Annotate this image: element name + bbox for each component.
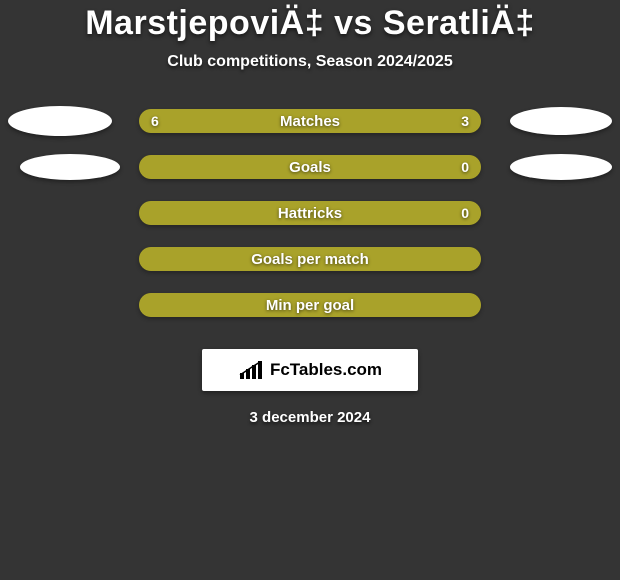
stat-bar-left-fill [139,247,481,271]
stat-row: Matches63 [0,109,620,133]
bar-chart-icon [238,359,264,381]
stat-bar: Matches63 [139,109,481,133]
page-title: MarstjepoviÄ‡ vs SeratliÄ‡ [0,4,620,43]
stat-bar: Goals per match [139,247,481,271]
stat-bar: Goals0 [139,155,481,179]
date-label: 3 december 2024 [0,409,620,426]
fctables-logo[interactable]: FcTables.com [202,349,418,391]
stat-row: Hattricks0 [0,201,620,225]
stat-bar: Hattricks0 [139,201,481,225]
stat-bar-left-fill [139,201,481,225]
stat-row: Goals0 [0,155,620,179]
player-right-badge [510,107,612,135]
stat-bar-right-fill [367,109,481,133]
stat-bar: Min per goal [139,293,481,317]
stat-bar-left-fill [139,109,367,133]
player-right-badge [510,154,612,180]
player-left-badge [20,154,120,180]
stat-bar-left-fill [139,293,481,317]
stat-bar-left-fill [139,155,481,179]
logo-text: FcTables.com [270,360,382,380]
subtitle: Club competitions, Season 2024/2025 [0,53,620,71]
stat-row: Goals per match [0,247,620,271]
stat-row: Min per goal [0,293,620,317]
player-left-badge [8,106,112,136]
